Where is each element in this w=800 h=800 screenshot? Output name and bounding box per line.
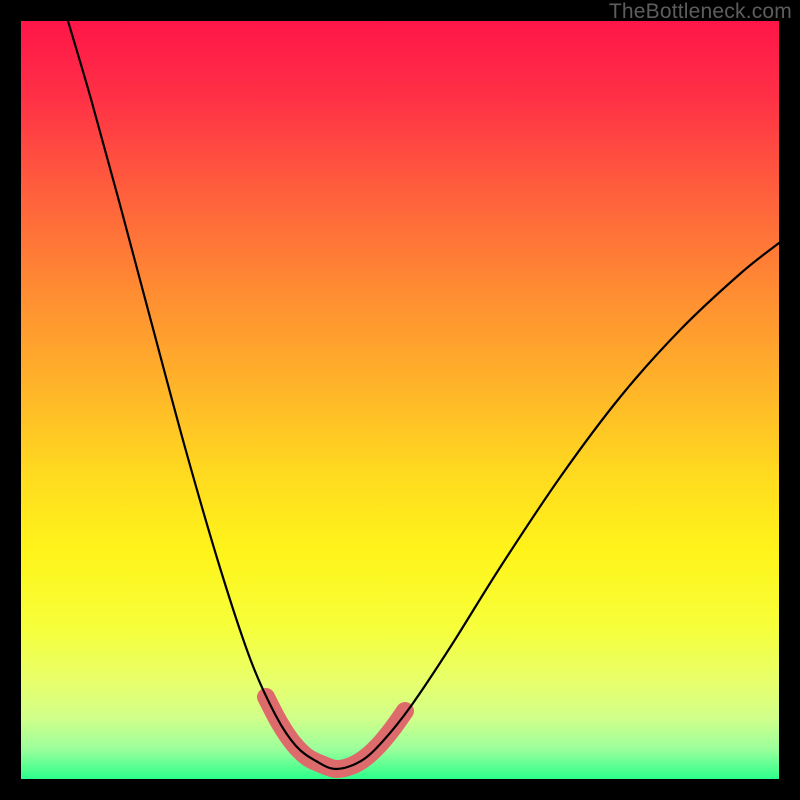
watermark-text: TheBottleneck.com: [609, 0, 792, 24]
chart-frame: TheBottleneck.com: [0, 0, 800, 800]
plot-area: [21, 21, 779, 779]
main-curve-path: [68, 21, 779, 769]
curve-layer: [21, 21, 779, 779]
